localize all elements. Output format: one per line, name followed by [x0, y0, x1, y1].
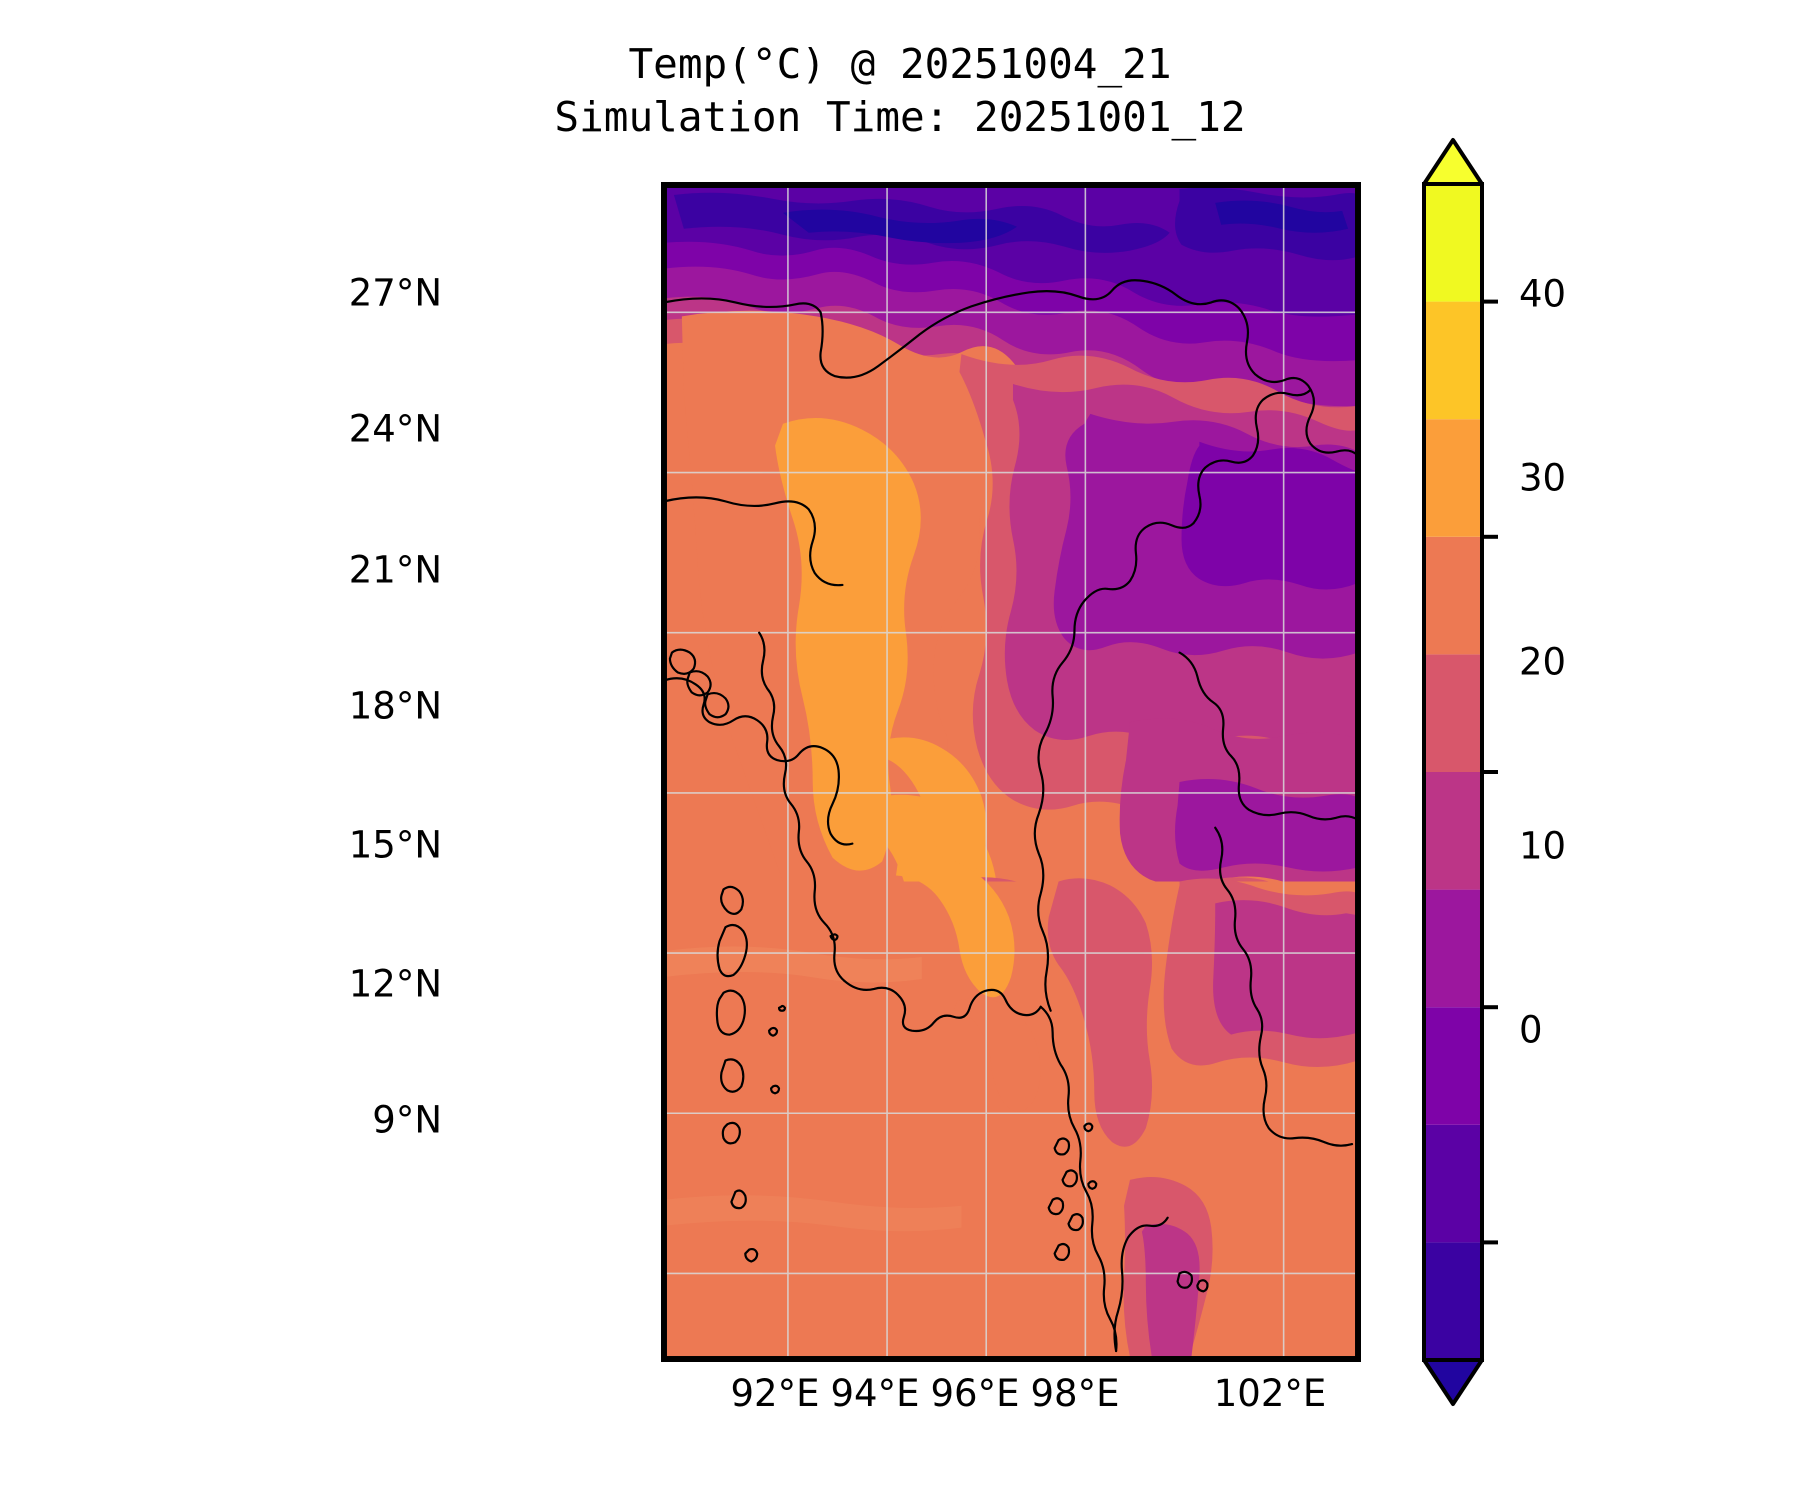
cb-band-10-15 [1424, 889, 1482, 1008]
xtick-96E: 96°E [930, 1372, 1020, 1415]
contour-band-30-35-inland-patch [872, 737, 987, 875]
contour-band-10-15-east-mid [1175, 779, 1358, 872]
contour-band-5-10-shan [1181, 441, 1358, 590]
ytick-15N: 15°N [348, 823, 442, 867]
contour-band-below-0-core-c [782, 209, 1017, 244]
sea-warm-streak-a [664, 946, 922, 983]
cb-ticks [1482, 299, 1498, 1245]
temperature-colorbar [1422, 138, 1498, 1406]
contour-band-15-20-gulf-strip [1141, 1223, 1200, 1358]
xtick-102E: 102°E [1213, 1372, 1327, 1415]
ytick-21N: 21°N [348, 548, 442, 592]
cb-extend-under-arrow [1422, 1358, 1484, 1406]
contour-band-20-25-tenasserim [1047, 878, 1153, 1147]
contour-band-below-0-core-a [673, 192, 1170, 253]
cb-band-0-5 [1424, 1124, 1482, 1243]
cb-band-20-25 [1424, 654, 1482, 772]
cb-tick-20: 20 [1519, 640, 1567, 684]
xtick-98E: 98°E [1030, 1372, 1120, 1415]
ytick-18N: 18°N [348, 684, 442, 728]
cb-band-35-40 [1424, 301, 1482, 420]
xtick-92E: 92°E [730, 1372, 820, 1415]
cb-band-30-35 [1424, 419, 1482, 537]
title-line-2: Simulation Time: 20251001_12 [554, 93, 1246, 141]
temperature-contour-map [664, 185, 1358, 1359]
cb-tick-0: 0 [1519, 1008, 1543, 1052]
cb-tick-40: 40 [1519, 272, 1567, 316]
cb-band-5-10 [1424, 1007, 1482, 1125]
colorbar-bands [1424, 184, 1482, 1360]
cb-tick-30: 30 [1519, 456, 1567, 500]
cb-band-40-45 [1424, 184, 1482, 302]
cb-band--5-0 [1424, 1242, 1482, 1360]
cb-band-15-20 [1424, 772, 1482, 890]
ytick-9N: 9°N [372, 1098, 442, 1142]
contour-band-30-35-delta-tongue [895, 855, 1015, 998]
cb-tick-10: 10 [1519, 824, 1567, 868]
map-gridlines [664, 185, 1358, 1359]
ytick-12N: 12°N [348, 962, 442, 1006]
map-axes[interactable] [661, 182, 1361, 1362]
contour-band-25-30-coastal-patch [953, 998, 1041, 1112]
cb-band-25-30 [1424, 536, 1482, 655]
chart-title: Temp(°C) @ 20251004_21 Simulation Time: … [0, 38, 1800, 144]
contour-band-below-0-core-d [1215, 200, 1349, 233]
title-line-1: Temp(°C) @ 20251004_21 [628, 40, 1172, 88]
ytick-24N: 24°N [348, 407, 442, 451]
contour-band-15-20-east-band2 [1213, 900, 1358, 1039]
ytick-27N: 27°N [348, 271, 442, 315]
colorbar-axes[interactable] [1422, 138, 1498, 1406]
cb-extend-over-arrow [1422, 138, 1484, 186]
coastline-and-borders [664, 279, 1358, 1353]
xtick-94E: 94°E [830, 1372, 920, 1415]
